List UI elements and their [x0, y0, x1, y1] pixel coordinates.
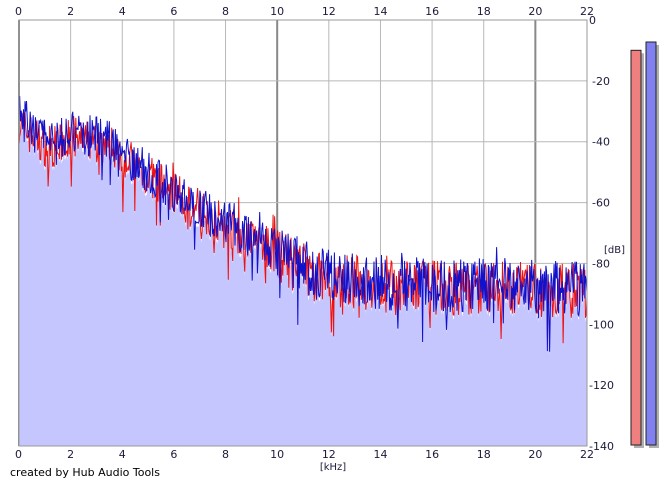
x-tick-label-top: 12	[322, 5, 336, 18]
x-tick-label-top: 20	[528, 5, 542, 18]
spectrum-series	[18, 95, 588, 352]
x-tick-label-top: 8	[222, 5, 229, 18]
x-tick-label-bottom: 14	[373, 448, 387, 461]
x-tick-label-bottom: 6	[170, 448, 177, 461]
x-tick-label-top: 0	[15, 5, 22, 18]
x-tick-label-top: 6	[170, 5, 177, 18]
y-tick-label: -20	[592, 75, 610, 88]
x-tick-labels-top: 0 2 4 6 8 10 12 14 16 18 20 22	[15, 5, 594, 18]
y-tick-label: -140	[589, 440, 614, 453]
x-tick-label-top: 22	[580, 5, 594, 18]
x-tick-label-top: 14	[373, 5, 387, 18]
spectrum-fill-area	[19, 115, 587, 446]
level-meter-bar	[630, 49, 642, 446]
x-tick-label-bottom: 12	[322, 448, 336, 461]
x-tick-label-top: 10	[270, 5, 284, 18]
level-meters	[630, 41, 659, 449]
y-tick-label: -40	[592, 136, 610, 149]
x-tick-label-top: 2	[67, 5, 74, 18]
y-tick-labels: 0 -20 -40 -60 -80 -100 -120 -140	[589, 14, 614, 453]
x-tick-label-bottom: 10	[270, 448, 284, 461]
series-line	[18, 95, 588, 352]
x-tick-labels-bottom: 0 2 4 6 8 10 12 14 16 18 20 22	[15, 448, 594, 461]
x-tick-label-bottom: 20	[528, 448, 542, 461]
plot-border	[18, 19, 588, 447]
x-tick-label-top: 18	[477, 5, 491, 18]
x-tick-label-bottom: 0	[15, 448, 22, 461]
x-tick-label-bottom: 4	[119, 448, 126, 461]
y-tick-label: -80	[592, 257, 610, 270]
x-tick-label-top: 4	[119, 5, 126, 18]
y-tick-label: 0	[589, 14, 596, 27]
x-tick-label-bottom: 8	[222, 448, 229, 461]
spectrum-area	[19, 115, 587, 446]
y-tick-label: -120	[589, 379, 614, 392]
x-tick-label-bottom: 2	[67, 448, 74, 461]
x-tick-label-bottom: 22	[580, 448, 594, 461]
y-tick-label: -60	[592, 197, 610, 210]
x-tick-label-bottom: 18	[477, 448, 491, 461]
x-tick-label-bottom: 16	[425, 448, 439, 461]
credit-text: created by Hub Audio Tools	[10, 466, 160, 479]
x-tick-label-top: 16	[425, 5, 439, 18]
level-meter-bar	[645, 41, 657, 446]
x-axis-label: [kHz]	[320, 462, 346, 473]
y-tick-label: -100	[589, 318, 614, 331]
y-axis-label: [dB]	[604, 245, 625, 256]
plot-frame	[18, 19, 588, 447]
